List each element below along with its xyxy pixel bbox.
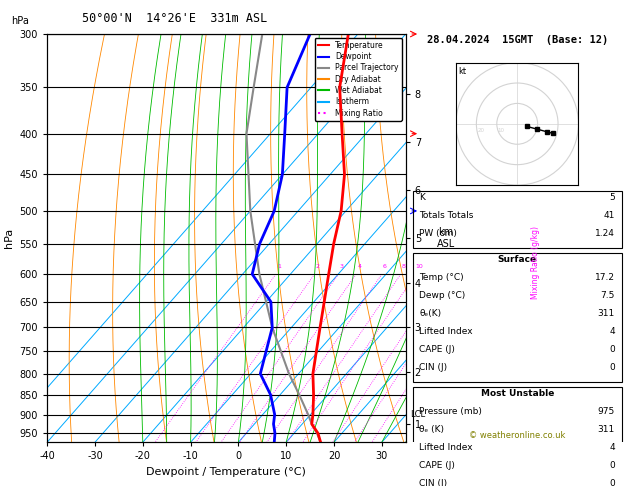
Text: 50°00'N  14°26'E  331m ASL: 50°00'N 14°26'E 331m ASL [82, 12, 267, 25]
Text: 41: 41 [604, 211, 615, 220]
Text: CAPE (J): CAPE (J) [420, 345, 455, 354]
Text: 2: 2 [316, 264, 320, 269]
Text: 5: 5 [610, 193, 615, 202]
Text: Surface: Surface [498, 255, 537, 264]
Text: 8: 8 [402, 264, 406, 269]
X-axis label: Dewpoint / Temperature (°C): Dewpoint / Temperature (°C) [147, 467, 306, 477]
Text: θₑ (K): θₑ (K) [420, 425, 445, 434]
Text: 28.04.2024  15GMT  (Base: 12): 28.04.2024 15GMT (Base: 12) [426, 35, 608, 45]
Y-axis label: hPa: hPa [4, 228, 14, 248]
Bar [413, 191, 621, 248]
Text: 3: 3 [340, 264, 344, 269]
Text: CAPE (J): CAPE (J) [420, 461, 455, 469]
Y-axis label: km
ASL: km ASL [437, 227, 455, 249]
Text: Lifted Index: Lifted Index [420, 443, 473, 451]
Text: 20: 20 [477, 128, 484, 133]
Text: 0: 0 [610, 479, 615, 486]
Text: 4: 4 [610, 327, 615, 336]
Text: K: K [420, 193, 425, 202]
Text: Mixing Ratio (g/kg): Mixing Ratio (g/kg) [531, 226, 540, 299]
Text: 1: 1 [277, 264, 281, 269]
Text: 311: 311 [598, 309, 615, 318]
Text: hPa: hPa [11, 16, 29, 26]
Text: Lifted Index: Lifted Index [420, 327, 473, 336]
Text: 6: 6 [383, 264, 387, 269]
Text: 10: 10 [498, 128, 505, 133]
Text: θₑ(K): θₑ(K) [420, 309, 442, 318]
Text: Most Unstable: Most Unstable [481, 389, 554, 398]
Bar [413, 387, 621, 486]
Text: 975: 975 [598, 407, 615, 416]
Text: 0: 0 [610, 363, 615, 372]
Text: 4: 4 [610, 443, 615, 451]
Text: 1.24: 1.24 [595, 229, 615, 238]
Text: 17.2: 17.2 [595, 273, 615, 282]
Text: Dewp (°C): Dewp (°C) [420, 291, 465, 300]
Text: kt: kt [458, 67, 466, 76]
Text: PW (cm): PW (cm) [420, 229, 457, 238]
Text: LCL: LCL [410, 410, 425, 419]
Text: 311: 311 [598, 425, 615, 434]
Text: 0: 0 [610, 461, 615, 469]
Text: Totals Totals: Totals Totals [420, 211, 474, 220]
Bar [413, 253, 621, 382]
Text: CIN (J): CIN (J) [420, 363, 448, 372]
Text: 0: 0 [610, 345, 615, 354]
Text: Pressure (mb): Pressure (mb) [420, 407, 482, 416]
Text: © weatheronline.co.uk: © weatheronline.co.uk [469, 431, 565, 440]
Text: 10: 10 [415, 264, 423, 269]
Text: CIN (J): CIN (J) [420, 479, 448, 486]
Text: Temp (°C): Temp (°C) [420, 273, 464, 282]
Text: 4: 4 [357, 264, 362, 269]
Text: 7.5: 7.5 [601, 291, 615, 300]
Legend: Temperature, Dewpoint, Parcel Trajectory, Dry Adiabat, Wet Adiabat, Isotherm, Mi: Temperature, Dewpoint, Parcel Trajectory… [314, 38, 402, 121]
